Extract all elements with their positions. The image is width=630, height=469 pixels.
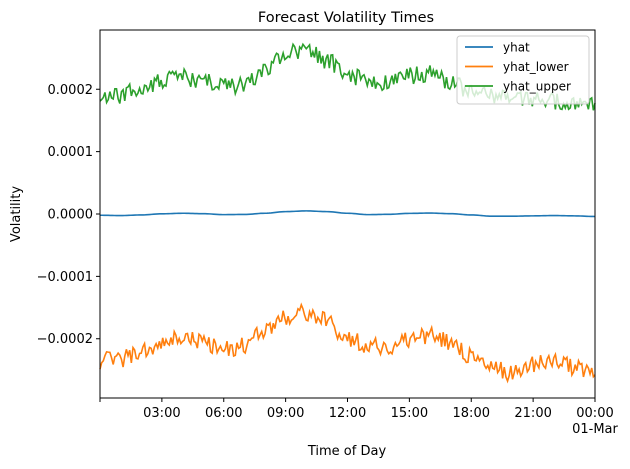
- x-tick-label: 18:00: [453, 406, 490, 421]
- legend-label-yhat-upper: yhat_upper: [503, 80, 571, 94]
- chart-title: Forecast Volatility Times: [258, 10, 434, 26]
- x-tick-label: 15:00: [391, 406, 428, 421]
- legend: yhat yhat_lower yhat_upper: [456, 35, 590, 105]
- series-line-yhat: [99, 210, 596, 218]
- x-tick-label: 03:00: [143, 406, 180, 421]
- y-tick-label: 0.0001: [48, 145, 94, 160]
- x-tick-label: 06:00: [205, 406, 242, 421]
- y-tick-label: 0.0000: [48, 208, 94, 223]
- legend-label-yhat: yhat: [503, 41, 530, 55]
- y-tick-label: 0.0002: [48, 83, 94, 98]
- y-tick-label: −0.0002: [37, 332, 93, 347]
- x-axis-label: Time of Day: [307, 444, 387, 459]
- x-axis: 03:00 06:00 09:00 12:00 15:00 18:00 21:00 00:00…: [99, 398, 619, 437]
- x-tick-label: 12:00: [329, 406, 366, 421]
- x-tick-label: 00:00: [576, 406, 613, 421]
- x-tick-label: 09:00: [267, 406, 304, 421]
- legend-label-yhat-lower: yhat_lower: [503, 60, 569, 74]
- y-axis-label: Volatility: [9, 186, 24, 242]
- y-tick-label: −0.0001: [37, 270, 93, 285]
- legend-box: [456, 35, 590, 105]
- x-tick-sublabel: 01-Mar: [572, 422, 618, 437]
- y-axis: −0.0002 −0.0001 0.0000 0.0001 0.0002: [37, 83, 100, 347]
- x-tick-label: 21:00: [514, 406, 551, 421]
- series-line-yhat-lower: [99, 302, 596, 384]
